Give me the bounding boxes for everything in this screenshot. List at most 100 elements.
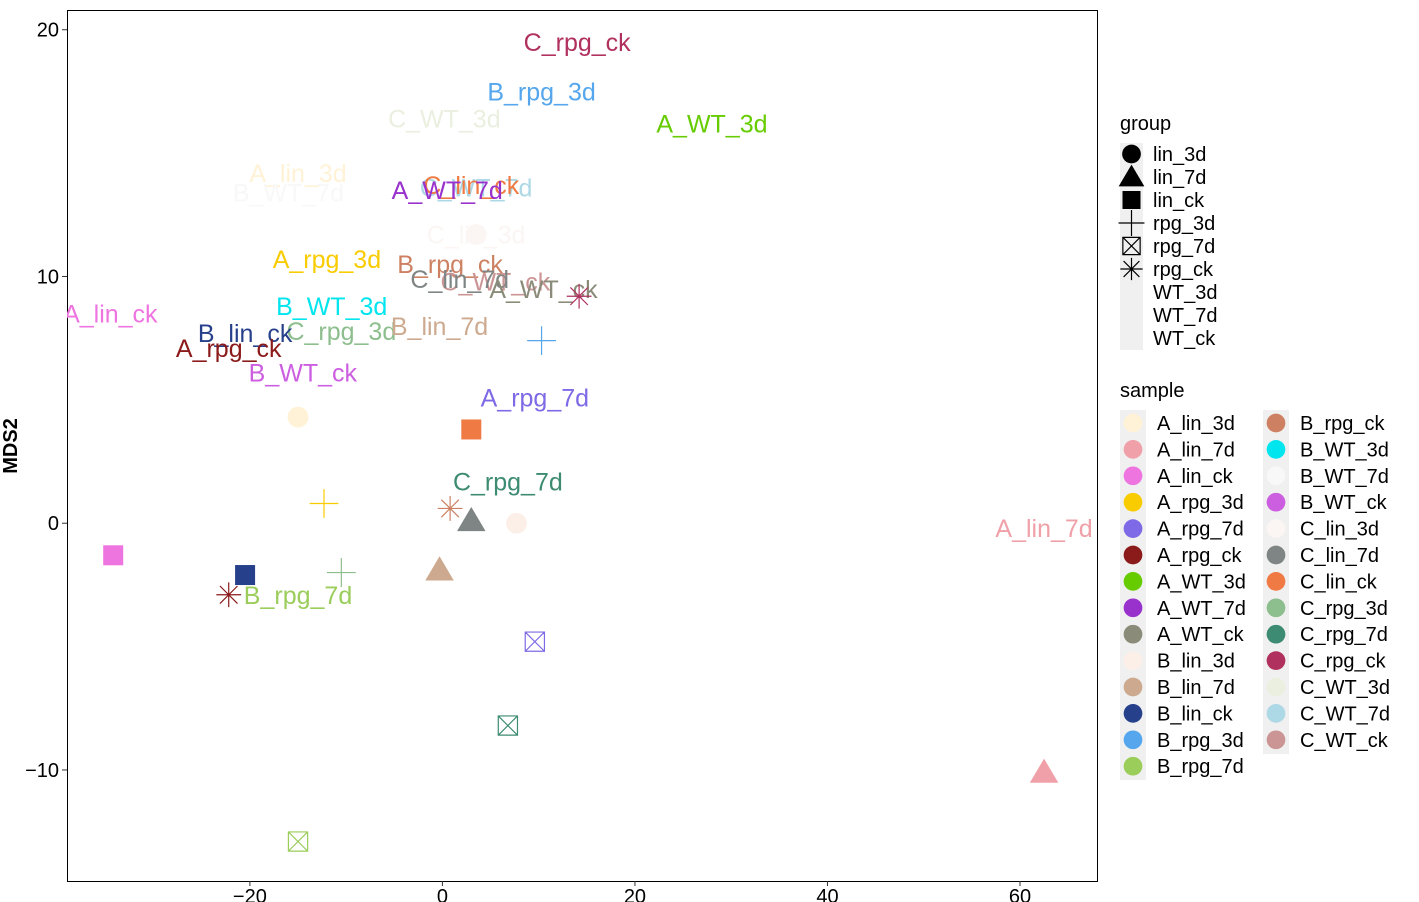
legend-key-mark [1123,440,1143,459]
data-point [309,489,339,518]
legend-key [1123,413,1143,433]
legend-key-mark [1266,413,1286,433]
legend-key-mark [1266,730,1286,750]
legend-key [1266,492,1286,512]
legend-key [1266,730,1286,750]
data-point-mark [287,831,309,852]
data-point-mark [524,631,546,652]
legend-key-mark [1266,651,1286,670]
legend-sample-label: C_lin_ck [1300,571,1378,593]
data-point [437,496,463,521]
legend-sample-label: C_rpg_ck [1300,651,1387,673]
legend-sample-label: B_rpg_3d [1157,730,1244,752]
legend-key [1123,519,1143,538]
x-axis: −20 0 20 40 60 [233,881,1031,902]
data-point-mark [497,715,519,736]
legend-key-mark [1266,598,1286,618]
point-label: A_lin_ck [63,300,158,328]
legend-sample: sample A_lin_3d A_lin_7d A_lin_ck A_rpg_3d A_… [1120,380,1390,780]
legend-key-mark [1123,413,1143,433]
point-label: B_lin_7d [391,313,488,341]
legend-key-mark [1118,210,1145,236]
legend-key [1118,210,1145,236]
x-tick-label: 0 [437,886,448,902]
legend-key-mark [1266,466,1286,486]
point-label: C_rpg_ck [524,29,631,57]
point-label: C_rpg_3d [286,318,396,346]
legend-group-label: WT_ck [1153,328,1216,350]
legend-group-label: WT_7d [1153,305,1217,327]
legend-sample-label: A_lin_3d [1157,413,1235,435]
legend-key-mark [1123,651,1143,670]
legend-sample-label: A_WT_7d [1157,598,1246,620]
data-point [1029,758,1059,783]
legend-sample-label: A_lin_7d [1157,439,1235,461]
data-point-mark [457,506,486,532]
legend-key [1123,545,1143,565]
data-point-mark [425,556,454,581]
x-tick-label: 20 [624,886,646,902]
data-point-mark [1029,758,1059,783]
data-point-mark [465,224,487,245]
legend-key-mark [1123,677,1143,697]
point-label: A_rpg_ck [176,335,282,363]
legend-key-mark [1123,492,1143,512]
legend-key-mark [1123,572,1143,591]
legend-group-title: group [1120,113,1171,135]
legend-key-mark [1266,519,1286,538]
legend-key [1123,677,1143,697]
legend-sample-label: B_rpg_ck [1300,413,1385,435]
data-point-mark [326,558,356,587]
legend-group: group lin_3dlin_7dlin_ckrpg_3drpg_7drpg_c… [1118,113,1217,350]
point-label: B_rpg_7d [244,582,352,610]
point-label: B_rpg_3d [487,78,595,106]
data-point [566,283,592,309]
legend-key [1123,624,1143,644]
x-tick-label: −20 [233,886,267,902]
legend-key [1123,704,1143,723]
point-label: B_rpg_ck [397,251,503,279]
legend-group-label: lin_7d [1153,167,1206,189]
point-labels: C_rpg_ckB_rpg_3dC_WT_3d A_WT_3dA_lin_3dB_… [63,29,1093,610]
y-axis-title: MDS2 [0,418,22,474]
legend-sample-label: C_WT_7d [1300,703,1390,725]
legend-group-label: rpg_3d [1153,213,1215,235]
point-label: A_WT_7d [392,177,503,205]
legend-sample-label: A_rpg_3d [1157,492,1244,514]
legend-sample-label: A_rpg_ck [1157,545,1242,567]
data-points [103,224,1059,852]
data-point [216,582,242,608]
legend-sample-label: B_rpg_7d [1157,756,1244,778]
data-point-mark [506,512,527,534]
legend-key-mark [1123,598,1143,618]
legend-sample-label: A_WT_ck [1157,624,1245,646]
legend-sample-label: C_WT_3d [1300,677,1390,699]
data-point [235,565,256,586]
legend-key [1123,756,1143,776]
point-label: C_lin_7d [410,266,509,294]
legend-key [1266,677,1286,697]
legend-key-mark [1123,704,1143,723]
legend-key [1118,164,1145,187]
legend-key-mark [1266,572,1286,591]
data-point [506,512,527,534]
y-tick-label: 0 [48,513,59,535]
data-point [527,326,556,356]
legend-key-mark [1123,624,1143,644]
legend-key-mark [1122,236,1141,256]
legend-key-mark [1123,466,1143,486]
data-point-mark [437,496,463,521]
point-label: A_lin_3d [249,160,346,188]
legend-group-label: rpg_ck [1153,259,1214,281]
legend-group-label: lin_3d [1153,144,1206,166]
legend-sample-label: B_lin_7d [1157,677,1235,699]
legend-key [1266,572,1286,591]
legend-key-mark [1123,519,1143,538]
legend-key [1122,144,1141,164]
legend-group-label: lin_ck [1153,190,1205,212]
x-tick-label: 60 [1009,886,1031,902]
data-point [457,506,486,532]
legend-key [1266,545,1286,565]
data-point-mark [287,406,309,428]
